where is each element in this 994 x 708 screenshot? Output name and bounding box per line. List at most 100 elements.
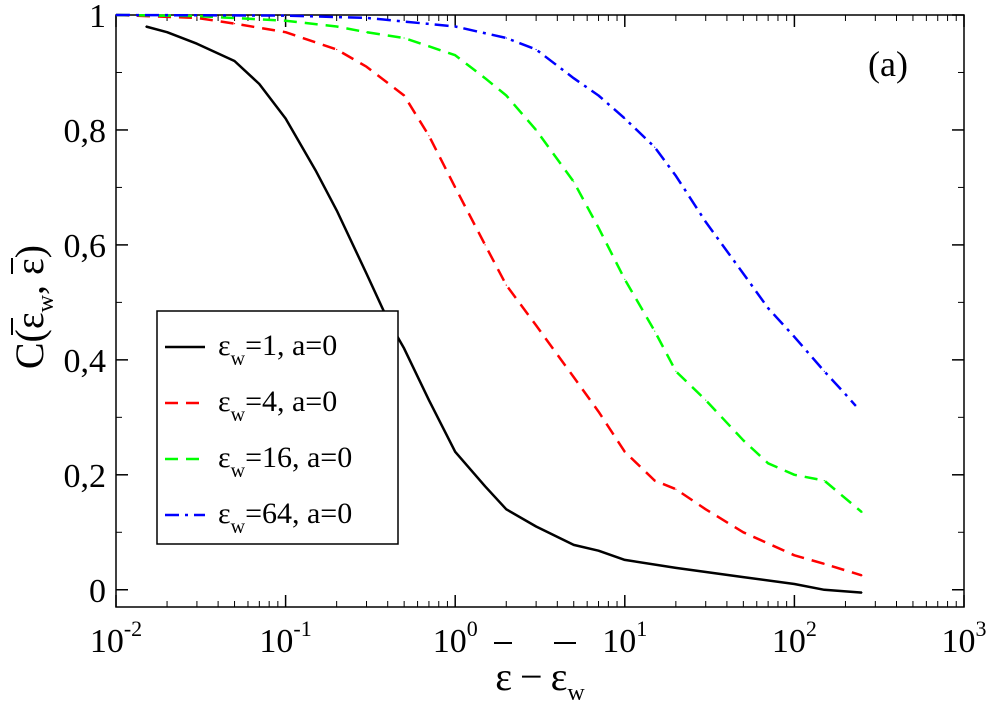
y-tick-label: 1: [89, 0, 106, 35]
data-point: [742, 576, 744, 578]
y-label-prefix: C(: [7, 329, 52, 369]
y-tick-label: 0,6: [64, 228, 107, 265]
data-point: [336, 209, 338, 211]
data-point: [145, 25, 147, 28]
data-point: [535, 324, 537, 326]
legend-label: εw=64, a=0: [218, 497, 352, 538]
y-axis-label: C(εw, ε): [7, 245, 59, 369]
series-line: [115, 13, 863, 514]
data-point: [654, 146, 656, 148]
legend-box: [156, 310, 399, 545]
series-2: [115, 13, 863, 577]
y-tick-label: 0: [89, 573, 106, 610]
x-axis-label: ε − εw: [495, 654, 585, 706]
y-tick-label: 0,4: [64, 343, 107, 380]
data-point: [844, 393, 847, 395]
legend-label: εw=1, a=0: [218, 329, 337, 370]
x-label-operator: −: [520, 654, 543, 699]
data-point: [823, 589, 825, 591]
data-point: [233, 23, 236, 25]
legend-label: εw=16, a=0: [218, 441, 352, 482]
y-label-comma: ,: [7, 275, 52, 295]
data-point: [742, 439, 744, 441]
data-point: [675, 488, 677, 490]
data-point: [573, 77, 575, 79]
y-tick-label: 0,8: [64, 113, 107, 150]
x-tick-label: 100: [433, 616, 478, 660]
data-point: [484, 485, 486, 487]
data-point: [654, 480, 656, 482]
series-lines: [115, 13, 863, 594]
data-point: [624, 278, 626, 280]
legend-item: εw=4, a=0: [165, 385, 337, 426]
x-label-subscript: w: [567, 680, 585, 706]
data-point: [535, 525, 537, 528]
data-point: [258, 83, 260, 85]
data-point: [314, 169, 317, 171]
data-point: [675, 370, 677, 372]
data-point: [505, 37, 507, 39]
data-point: [861, 592, 863, 594]
data-point: [675, 567, 677, 569]
data-point: [285, 117, 287, 120]
series-4: [115, 13, 857, 407]
data-point: [742, 531, 744, 533]
legend-item: εw=64, a=0: [165, 497, 352, 538]
data-point: [336, 25, 338, 28]
data-point: [454, 25, 456, 28]
data-point: [365, 31, 368, 33]
y-label-symbol-2: ε: [7, 258, 52, 275]
y-label-suffix: ): [7, 245, 52, 258]
data-point: [793, 583, 796, 585]
data-point: [233, 60, 236, 62]
data-point: [855, 405, 857, 407]
data-point: [454, 451, 456, 453]
data-point: [573, 181, 575, 183]
panel-label: (a): [868, 44, 908, 84]
data-point: [767, 307, 769, 309]
data-point: [675, 175, 677, 177]
data-point: [166, 31, 168, 33]
data-point: [535, 48, 537, 51]
data-point: [535, 129, 537, 131]
data-point: [823, 370, 825, 372]
data-point: [597, 94, 600, 97]
data-point: [403, 347, 405, 349]
data-point: [624, 559, 626, 561]
data-point: [505, 508, 507, 510]
x-label-symbol: ε: [495, 654, 512, 699]
x-tick-label: 10-2: [90, 616, 142, 660]
data-point: [365, 17, 368, 19]
data-point: [767, 462, 769, 464]
data-point: [505, 284, 507, 286]
data-point: [705, 508, 707, 510]
x-tick-label: 103: [942, 616, 987, 660]
data-point: [597, 550, 600, 552]
data-point: [403, 37, 405, 39]
series-line: [115, 13, 863, 577]
data-point: [196, 43, 198, 45]
data-point: [705, 399, 707, 401]
data-point: [505, 94, 507, 97]
data-point: [196, 17, 198, 19]
legend-item: εw=1, a=0: [165, 329, 337, 370]
data-point: [365, 66, 368, 68]
data-point: [365, 273, 368, 275]
data-point: [793, 554, 796, 556]
svg-text:C(εw, ε): C(εw, ε): [7, 245, 59, 369]
data-point: [484, 244, 486, 246]
data-point: [742, 273, 744, 275]
data-point: [285, 20, 287, 22]
data-point: [705, 221, 707, 223]
y-label-symbol: ε: [7, 312, 52, 329]
data-point: [115, 14, 117, 16]
series-3: [115, 13, 863, 514]
data-point: [573, 544, 575, 546]
data-point: [428, 399, 430, 401]
data-point: [454, 186, 456, 188]
data-point: [624, 117, 626, 120]
data-point: [793, 336, 796, 338]
data-point: [403, 94, 405, 97]
legend-item: εw=16, a=0: [165, 441, 352, 482]
